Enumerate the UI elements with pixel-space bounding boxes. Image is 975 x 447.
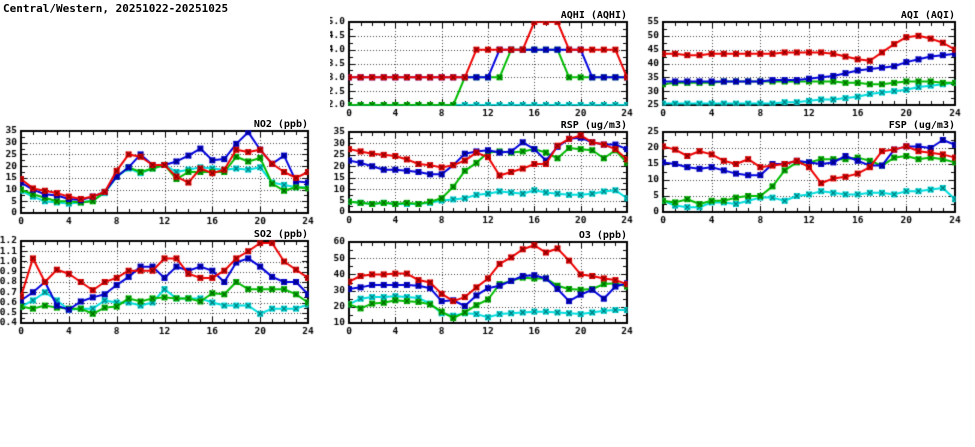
chart-aqhi: AQHI (AQHI) xyxy=(330,8,640,121)
chart-title-aqi: AQI (AQI) xyxy=(900,10,955,21)
chart-so2: SO2 (ppb) xyxy=(0,228,320,343)
page-title: Central/Western, 20251022-20251025 xyxy=(3,2,229,15)
chart-o3: O3 (ppb) xyxy=(330,228,640,343)
chart-no2: NO2 (ppb) xyxy=(0,118,320,231)
aqhi-plot-canvas xyxy=(330,8,640,121)
so2-plot-canvas xyxy=(0,228,320,343)
chart-title-o3: O3 (ppb) xyxy=(578,230,627,241)
chart-title-fsp: FSP (ug/m3) xyxy=(888,120,955,131)
o3-plot-canvas xyxy=(330,228,640,343)
chart-aqi: AQI (AQI) xyxy=(645,8,975,121)
aqi-plot-canvas xyxy=(645,8,975,121)
no2-plot-canvas xyxy=(0,118,320,231)
chart-title-aqhi: AQHI (AQHI) xyxy=(560,10,627,21)
chart-title-rsp: RSP (ug/m3) xyxy=(560,120,627,131)
chart-fsp: FSP (ug/m3) xyxy=(645,118,975,231)
chart-title-so2: SO2 (ppb) xyxy=(253,229,308,240)
chart-title-no2: NO2 (ppb) xyxy=(253,119,308,130)
fsp-plot-canvas xyxy=(645,118,975,231)
chart-rsp: RSP (ug/m3) xyxy=(330,118,640,231)
rsp-plot-canvas xyxy=(330,118,640,231)
